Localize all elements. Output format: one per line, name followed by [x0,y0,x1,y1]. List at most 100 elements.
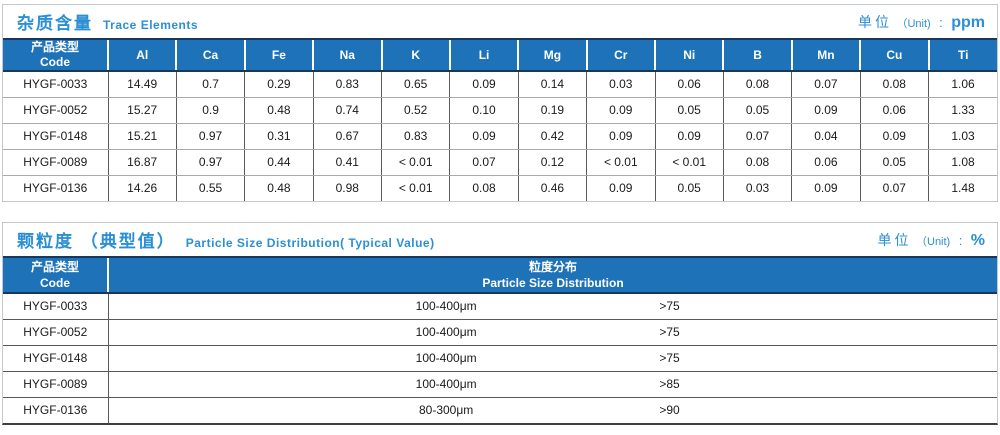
table-row: HYGF-0033 14.49 0.7 0.29 0.83 0.65 0.09 … [3,71,997,98]
size-range-value: 80-300μm [418,403,474,418]
element-column-header: Na [312,38,382,72]
trace-value-cell: 1.06 [928,71,997,98]
distribution-column-header: 粒度分布 Particle Size Distribution [107,256,997,294]
trace-value-cell: 0.31 [244,123,314,150]
trace-value-cell: 0.29 [244,71,314,98]
trace-value-cell: 0.46 [517,175,587,201]
code-column-header: 产品类型 Code [3,38,108,72]
trace-value-cell: 0.19 [517,97,587,124]
element-column-header: Al [106,38,177,72]
element-column-header: Ti [927,38,997,72]
trace-value-cell: 14.26 [107,175,177,201]
trace-value-cell: 0.07 [449,149,519,176]
element-column-header: Mg [517,38,587,72]
trace-value-cell: 0.52 [380,97,450,124]
unit-value: ppm [951,13,985,31]
trace-value-cell: 1.08 [928,149,997,176]
table-row: HYGF-0052 100-400μm >75 [3,319,997,346]
distribution-header-en: Particle Size Distribution [482,276,624,290]
code-header-zh: 产品类型 [30,40,79,54]
trace-value-cell: 0.97 [175,149,245,176]
size-range-value: 100-400μm [415,351,477,365]
distribution-cell: 100-400μm >85 [107,371,997,398]
code-cell: HYGF-0089 [3,371,108,398]
unit-value: % [970,231,985,249]
table-row: HYGF-0136 80-300μm >90 [3,397,997,423]
particle-unit-label: 单位 （Unit) : % [878,230,985,250]
element-column-header: Ni [653,38,724,72]
code-header-en: Code [40,276,70,290]
trace-value-cell: < 0.01 [654,149,724,176]
trace-value-cell: 0.06 [791,149,861,176]
particle-size-section: 颗粒度 （典型值） Particle Size Distribution( Typ… [2,222,998,425]
trace-value-cell: 0.08 [722,149,792,176]
trace-value-cell: 16.87 [107,149,177,176]
table-row: HYGF-0136 14.26 0.55 0.48 0.98 < 0.01 0.… [3,175,997,201]
trace-value-cell: < 0.01 [380,175,450,201]
trace-value-cell: 0.09 [859,123,929,150]
table-row: HYGF-0052 15.27 0.9 0.48 0.74 0.52 0.10 … [3,97,997,124]
code-header-zh: 产品类型 [30,260,79,274]
trace-title-en: Trace Elements [103,18,199,32]
trace-title-row: 杂质含量 Trace Elements 单位 （Unit) : ppm [3,5,997,38]
trace-value-cell: 0.41 [312,149,382,176]
code-cell: HYGF-0148 [3,123,108,150]
element-column-header: B [722,38,792,72]
trace-elements-table: 产品类型 Code Al Ca Fe Na K Li Mg Cr Ni B Mn Cu Ti HYGF-… [3,38,997,201]
trace-value-cell: 0.08 [722,71,792,98]
code-cell: HYGF-0136 [23,403,88,418]
trace-value-cell: 1.33 [928,97,997,124]
trace-value-cell: 0.97 [175,123,245,150]
trace-value-cell: 0.44 [244,149,314,176]
percentage-value: >85 [659,377,680,391]
unit-colon: : [939,14,943,30]
trace-value-cell: 1.48 [928,175,997,201]
percentage-value: >75 [659,325,680,339]
trace-value-cell: < 0.01 [586,149,655,176]
code-header-en: Code [40,55,70,69]
unit-paren: （Unit) [896,17,931,30]
trace-value-cell: 15.21 [107,123,177,150]
table-row: HYGF-0148 100-400μm >75 [3,345,997,372]
size-range-value: 100-400μm [415,325,477,339]
code-cell: HYGF-0089 [3,149,108,176]
code-cell: HYGF-0052 [3,97,108,124]
trace-value-cell: 0.65 [380,71,450,98]
table-row: HYGF-0089 100-400μm >85 [3,371,997,398]
unit-zh: 单位 [858,13,892,30]
size-range-value: 100-400μm [415,299,477,314]
trace-value-cell: 0.14 [517,71,587,98]
trace-value-cell: 0.48 [244,175,314,201]
trace-value-cell: 0.09 [654,123,724,150]
trace-value-cell: 0.08 [449,175,519,201]
trace-value-cell: 0.09 [586,97,655,124]
element-column-header: Fe [243,38,314,72]
particle-title-en: Particle Size Distribution( Typical Valu… [185,236,435,250]
particle-title-row: 颗粒度 （典型值） Particle Size Distribution( Typ… [3,223,997,256]
trace-value-cell: 0.09 [791,175,861,201]
particle-title-zh: 颗粒度 （典型值） [17,232,176,251]
trace-title-zh: 杂质含量 [17,14,93,33]
size-range-value: 100-400μm [415,377,477,391]
distribution-cell: 80-300μm >90 [107,397,997,423]
code-cell: HYGF-0033 [3,71,108,98]
trace-value-cell: 0.12 [517,149,587,176]
percentage-value: >90 [659,403,680,418]
trace-value-cell: 0.09 [791,97,861,124]
trace-value-cell: 0.98 [312,175,382,201]
unit-paren: （Unit) [916,235,951,248]
trace-value-cell: 0.9 [175,97,245,124]
distribution-cell: 100-400μm >75 [107,293,997,320]
trace-value-cell: 0.83 [380,123,450,150]
trace-value-cell: 0.09 [586,123,655,150]
percentage-value: >75 [659,299,680,314]
trace-value-cell: 0.05 [722,97,792,124]
trace-value-cell: 0.7 [175,71,245,98]
trace-unit-label: 单位 （Unit) : ppm [858,12,985,32]
distribution-cell: 100-400μm >75 [107,319,997,346]
distribution-cell: 100-400μm >75 [107,345,997,372]
trace-value-cell: 0.09 [586,175,655,201]
table-row: HYGF-0033 100-400μm >75 [3,293,997,320]
trace-header-row: 产品类型 Code Al Ca Fe Na K Li Mg Cr Ni B Mn Cu Ti [3,38,997,72]
trace-value-cell: 0.07 [859,175,929,201]
